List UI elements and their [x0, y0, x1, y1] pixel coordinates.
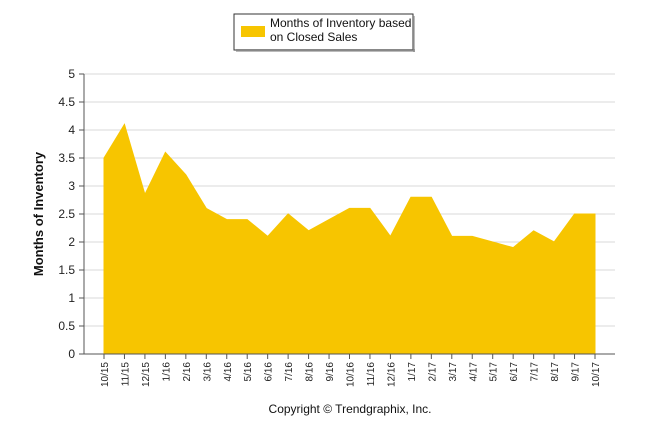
x-tick-label: 11/16: [366, 362, 377, 387]
y-tick-label: 4.5: [58, 95, 75, 109]
y-tick-label: 0.5: [58, 319, 75, 333]
y-tick-label: 4: [68, 123, 75, 137]
y-tick-label: 2.5: [58, 207, 75, 221]
x-tick-label: 8/17: [550, 362, 561, 382]
x-tick-label: 9/16: [325, 362, 336, 382]
y-tick-label: 3.5: [58, 151, 75, 165]
y-tick-label: 0: [68, 347, 75, 361]
x-tick-label: 11/15: [120, 362, 131, 387]
x-tick-label: 10/16: [346, 362, 357, 387]
x-tick-label: 10/17: [591, 362, 602, 387]
legend-label-line-2: on Closed Sales: [270, 30, 357, 44]
legend-shadow-bottom: [236, 49, 415, 52]
x-tick-label: 2/16: [182, 362, 193, 382]
y-tick-label: 1: [68, 291, 75, 305]
y-tick-labels: 0 0.5 1 1.5 2 2.5 3 3.5 4 4.5 5: [58, 67, 75, 361]
x-tick-label: 3/16: [202, 362, 213, 382]
x-tick-label: 4/17: [468, 362, 479, 382]
x-tick-label: 6/17: [509, 362, 520, 382]
x-tick-label: 2/17: [427, 362, 438, 382]
x-tick-label: 6/16: [264, 362, 275, 382]
x-tick-label: 12/16: [386, 362, 397, 387]
x-tick-label: 3/17: [448, 362, 459, 382]
x-tick-label: 5/16: [243, 362, 254, 382]
x-tick-label: 8/16: [305, 362, 316, 382]
x-tick-label: 7/16: [284, 362, 295, 382]
y-tick-label: 1.5: [58, 263, 75, 277]
y-axis-label: Months of Inventory: [31, 151, 46, 276]
x-tick-label: 7/17: [530, 362, 541, 382]
x-tick-label: 9/17: [571, 362, 582, 382]
area-series: [103, 123, 596, 355]
y-tick-label: 2: [68, 235, 75, 249]
x-tick-label: 4/16: [223, 362, 234, 382]
x-tick-label: 5/17: [489, 362, 500, 382]
x-tick-label: 10/15: [100, 362, 111, 387]
axes: [83, 74, 615, 359]
x-tick-label: 1/17: [407, 362, 418, 382]
y-tick-label: 5: [68, 67, 75, 81]
y-tick-label: 3: [68, 179, 75, 193]
copyright-text: Copyright © Trendgraphix, Inc.: [269, 402, 432, 416]
legend: Months of Inventory based on Closed Sale…: [233, 13, 415, 52]
x-tick-labels: 10/15 11/15 12/15 1/16 2/16 3/16 4/16 5/16 6/16 7…: [100, 362, 602, 387]
area-fill: [103, 123, 596, 355]
legend-shadow-right: [413, 16, 415, 52]
legend-label-line-1: Months of Inventory based: [270, 16, 411, 30]
legend-swatch: [241, 26, 265, 37]
x-tick-label: 1/16: [161, 362, 172, 382]
x-tick-label: 12/15: [141, 362, 152, 387]
